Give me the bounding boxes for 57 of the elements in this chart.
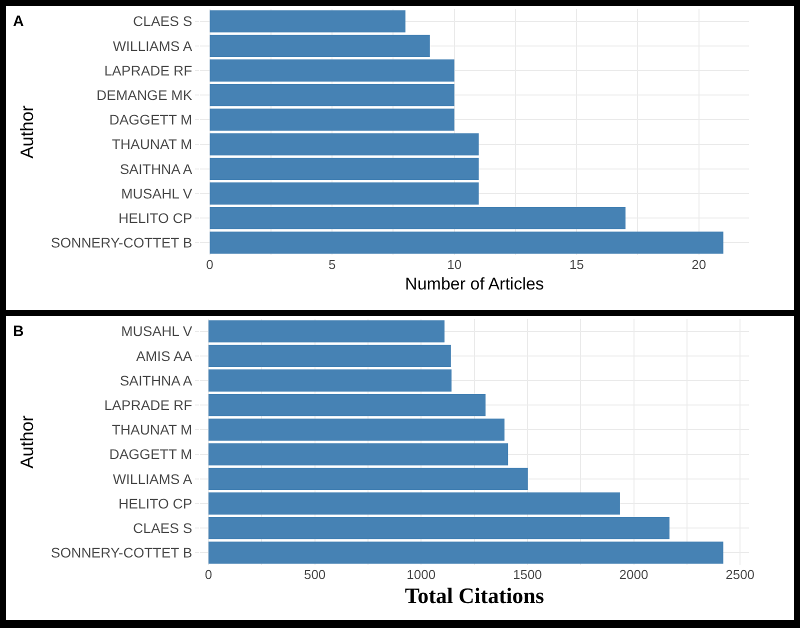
y-tick-label: MUSAHL V	[121, 185, 193, 202]
y-tick-label: SONNERY-COTTET B	[50, 234, 192, 251]
x-tick-label: 0	[206, 257, 214, 272]
y-tick-label: DEMANGE MK	[96, 87, 193, 103]
y-tick-label: DAGGETT M	[109, 112, 192, 128]
bar	[208, 394, 486, 416]
x-tick-label: 1000	[406, 567, 436, 582]
bar	[210, 182, 479, 205]
y-tick-label: LAPRADE RF	[104, 397, 192, 413]
bar	[208, 492, 620, 515]
y-axis-title: Author	[17, 415, 38, 469]
y-tick-label: MUSAHL V	[121, 323, 193, 340]
y-tick-label: THAUNAT M	[112, 136, 192, 152]
bar	[210, 133, 479, 156]
text: B	[13, 323, 24, 340]
x-axis-title: Number of Articles	[405, 274, 544, 294]
bar	[210, 34, 430, 57]
x-tick-label: 10	[447, 257, 462, 272]
x-tick-label: 0	[204, 567, 212, 582]
y-tick-label: HELITO CP	[118, 210, 192, 226]
bar	[208, 542, 724, 564]
x-axis-title: Total Citations	[404, 582, 545, 608]
x-tick-label: 2500	[726, 567, 755, 582]
bar	[210, 232, 724, 254]
y-tick-label: DAGGETT M	[109, 446, 192, 462]
x-tick-label: 5	[328, 257, 336, 272]
y-axis-title: Author	[17, 105, 38, 159]
y-tick-label: CLAES S	[133, 13, 192, 30]
x-tick-label: 1500	[512, 567, 542, 582]
y-tick-label: SONNERY-COTTET B	[50, 544, 192, 561]
x-tick-label: 20	[692, 257, 706, 272]
y-tick-label: WILLIAMS A	[112, 38, 193, 54]
bar	[210, 84, 454, 106]
bar	[208, 517, 670, 540]
y-tick-label: WILLIAMS A	[112, 470, 193, 487]
bar	[208, 369, 452, 392]
y-tick-label: THAUNAT M	[112, 422, 192, 438]
y-tick-label: SAITHNA A	[120, 160, 193, 177]
bar	[210, 10, 406, 32]
y-tick-label: AMIS AA	[136, 348, 193, 364]
bar	[210, 59, 454, 82]
y-tick-label: SAITHNA A	[120, 372, 193, 388]
bar	[208, 320, 445, 342]
bar	[210, 158, 479, 180]
bar	[208, 468, 528, 490]
bar	[208, 418, 504, 441]
x-tick-label: 15	[569, 257, 584, 272]
x-tick-label: 2000	[619, 567, 648, 582]
y-tick-label: LAPRADE RF	[104, 62, 192, 78]
bar	[208, 443, 508, 466]
bar	[210, 207, 626, 230]
x-tick-label: 500	[304, 567, 326, 582]
y-tick-label: HELITO CP	[118, 495, 192, 512]
text: A	[13, 13, 24, 30]
y-tick-label: CLAES S	[133, 520, 192, 536]
bar	[210, 108, 454, 131]
bar	[208, 344, 451, 367]
